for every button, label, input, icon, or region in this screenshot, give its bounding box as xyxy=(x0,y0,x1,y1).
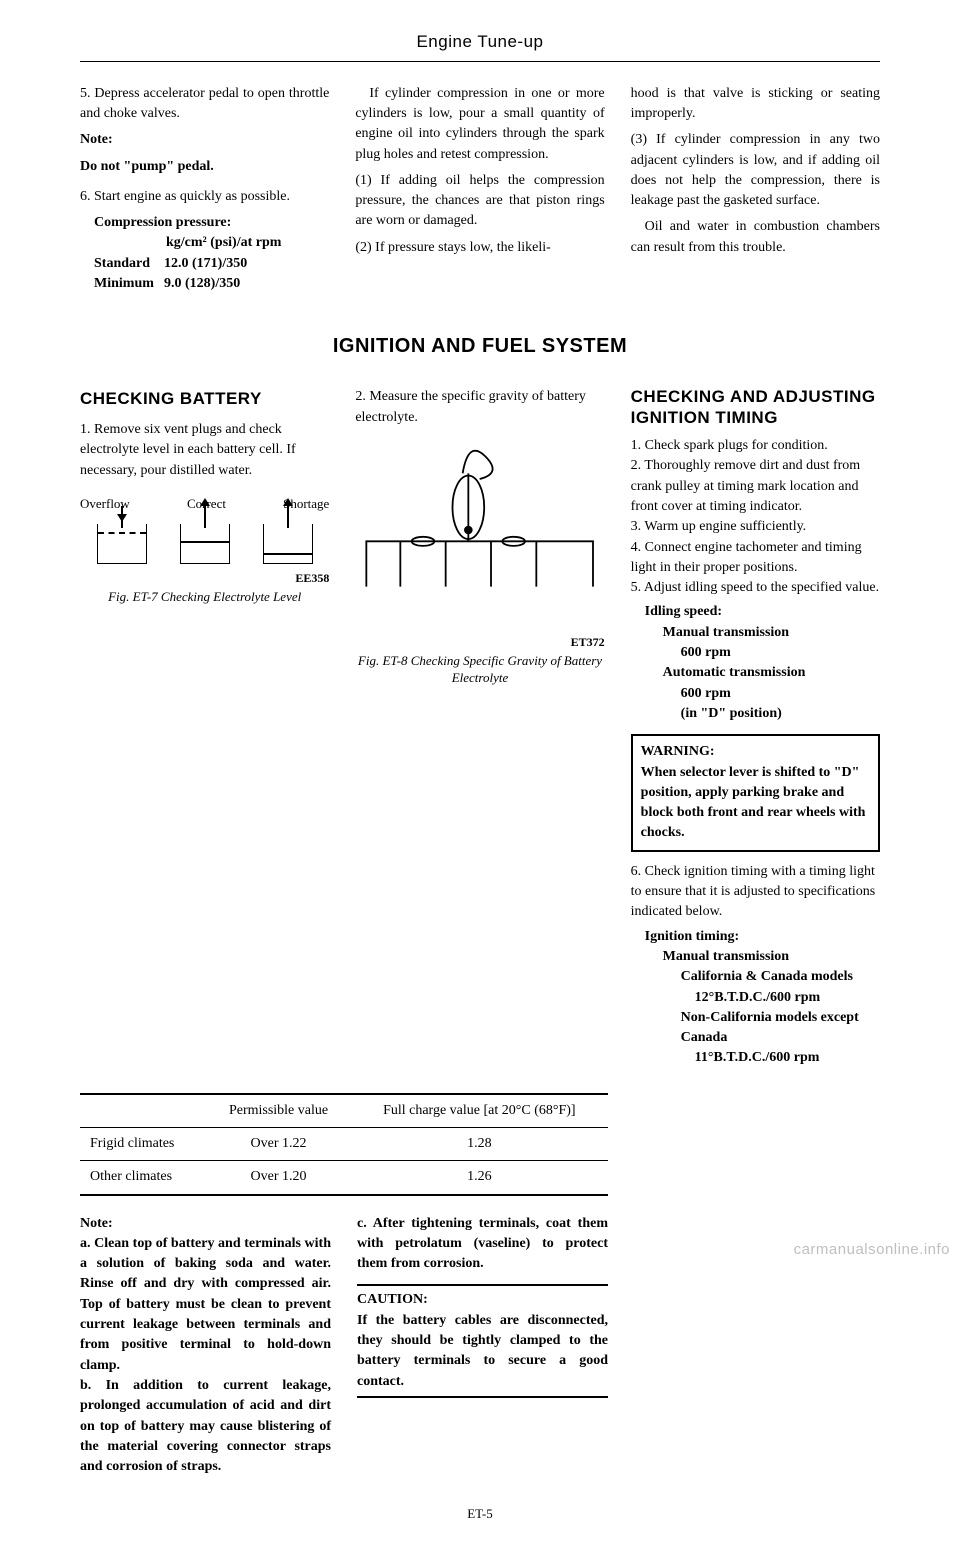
warning-label: WARNING: xyxy=(641,742,870,762)
r1c1: Frigid climates xyxy=(80,1128,206,1161)
timing-heading: CHECKING AND ADJUSTING IGNITION TIMING xyxy=(631,387,880,428)
col3-c: Oil and water in combustion chambers can… xyxy=(631,217,880,258)
std-val: 12.0 (171)/350 xyxy=(164,256,247,271)
table-row: Frigid climates Over 1.22 1.28 xyxy=(80,1128,608,1161)
battery-step-1: 1. Remove six vent plugs and check elect… xyxy=(80,420,329,481)
notes-row: Note: a. Clean top of battery and termin… xyxy=(80,1214,608,1478)
electrolyte-level-icons xyxy=(80,518,329,564)
r1c3: 1.28 xyxy=(351,1128,608,1161)
overflow-icon xyxy=(97,524,147,564)
ign-nc-val: 11°B.T.D.C./600 rpm xyxy=(645,1048,880,1068)
timing-s4: 4. Connect engine tachometer and timing … xyxy=(631,538,880,579)
specific-gravity-table: Permissible value Full charge value [at … xyxy=(80,1093,608,1196)
table-h1 xyxy=(80,1094,206,1128)
page-title: Engine Tune-up xyxy=(80,30,880,62)
fig7-code: EE358 xyxy=(80,570,329,587)
r1c2: Over 1.22 xyxy=(206,1128,350,1161)
shortage-icon xyxy=(263,524,313,564)
battery-step-2: 2. Measure the specific gravity of batte… xyxy=(355,387,604,428)
note-text: Do not "pump" pedal. xyxy=(80,157,329,177)
step-5: 5. Depress accelerator pedal to open thr… xyxy=(80,84,329,125)
timing-s5: 5. Adjust idling speed to the specified … xyxy=(631,578,880,598)
note-label: Note: xyxy=(80,130,329,150)
compression-unit: kg/cm² (psi)/at rpm xyxy=(94,233,329,253)
step-6: 6. Start engine as quickly as possible. xyxy=(80,187,329,207)
idle-mt-val: 600 rpm xyxy=(645,643,880,663)
compression-label: Compression pressure: xyxy=(94,213,329,233)
timing-s6: 6. Check ignition timing with a timing l… xyxy=(631,862,880,923)
timing-s2: 2. Thoroughly remove dirt and dust from … xyxy=(631,456,880,517)
table-row: Other climates Over 1.20 1.26 xyxy=(80,1161,608,1195)
min-label: Minimum xyxy=(94,274,164,294)
hydrometer-figure xyxy=(355,428,604,628)
timing-s1: 1. Check spark plugs for condition. xyxy=(631,436,880,456)
fig8-code: ET372 xyxy=(355,634,604,651)
idle-at-pos: (in "D" position) xyxy=(645,704,880,724)
page-number: ET-5 xyxy=(80,1505,880,1524)
col2-c: (2) If pressure stays low, the likeli- xyxy=(355,238,604,258)
col2-b: (1) If adding oil helps the compression … xyxy=(355,171,604,232)
fig7-caption: Fig. ET-7 Checking Electrolyte Level xyxy=(80,589,329,605)
middle-row: CHECKING BATTERY 1. Remove six vent plug… xyxy=(80,387,880,1078)
note-label2: Note: xyxy=(80,1214,331,1234)
warning-text: When selector lever is shifted to "D" po… xyxy=(641,763,870,844)
ign-mt: Manual transmission xyxy=(645,947,880,967)
idle-at: Automatic transmission xyxy=(645,663,880,683)
timing-s3: 3. Warm up engine sufficiently. xyxy=(631,517,880,537)
r2c2: Over 1.20 xyxy=(206,1161,350,1195)
checking-battery-heading: CHECKING BATTERY xyxy=(80,387,329,412)
table-h2: Permissible value xyxy=(206,1094,350,1128)
ign-ca-val: 12°B.T.D.C./600 rpm xyxy=(645,988,880,1008)
col3-a: hood is that valve is sticking or seatin… xyxy=(631,84,880,125)
table-h3: Full charge value [at 20°C (68°F)] xyxy=(351,1094,608,1128)
note-a: a. Clean top of battery and terminals wi… xyxy=(80,1234,331,1376)
correct-icon xyxy=(180,524,230,564)
fig8-caption: Fig. ET-8 Checking Specific Gravity of B… xyxy=(355,653,604,686)
note-c: c. After tightening terminals, coat them… xyxy=(357,1214,608,1275)
idle-at-val: 600 rpm xyxy=(645,684,880,704)
std-label: Standard xyxy=(94,254,164,274)
ign-ca: California & Canada models xyxy=(645,967,880,987)
note-b: b. In addition to current leakage, prolo… xyxy=(80,1376,331,1477)
ign-nc: Non-California models except Canada xyxy=(645,1008,880,1049)
warning-box: WARNING: When selector lever is shifted … xyxy=(631,734,880,851)
col3-b: (3) If cylinder compression in any two a… xyxy=(631,130,880,211)
caution-text: If the battery cables are disconnected, … xyxy=(357,1311,608,1392)
r2c3: 1.26 xyxy=(351,1161,608,1195)
idle-label: Idling speed: xyxy=(645,602,880,622)
top-columns: 5. Depress accelerator pedal to open thr… xyxy=(80,84,880,295)
r2c1: Other climates xyxy=(80,1161,206,1195)
ign-label: Ignition timing: xyxy=(645,927,880,947)
col2-a: If cylinder compression in one or more c… xyxy=(355,84,604,165)
caution-block: CAUTION: If the battery cables are disco… xyxy=(357,1284,608,1397)
idle-mt: Manual transmission xyxy=(645,623,880,643)
caution-label: CAUTION: xyxy=(357,1290,608,1310)
hydrometer-icon xyxy=(355,428,604,621)
watermark: carmanualsonline.info xyxy=(794,1239,950,1261)
section-heading: IGNITION AND FUEL SYSTEM xyxy=(80,332,880,361)
min-val: 9.0 (128)/350 xyxy=(164,276,240,291)
